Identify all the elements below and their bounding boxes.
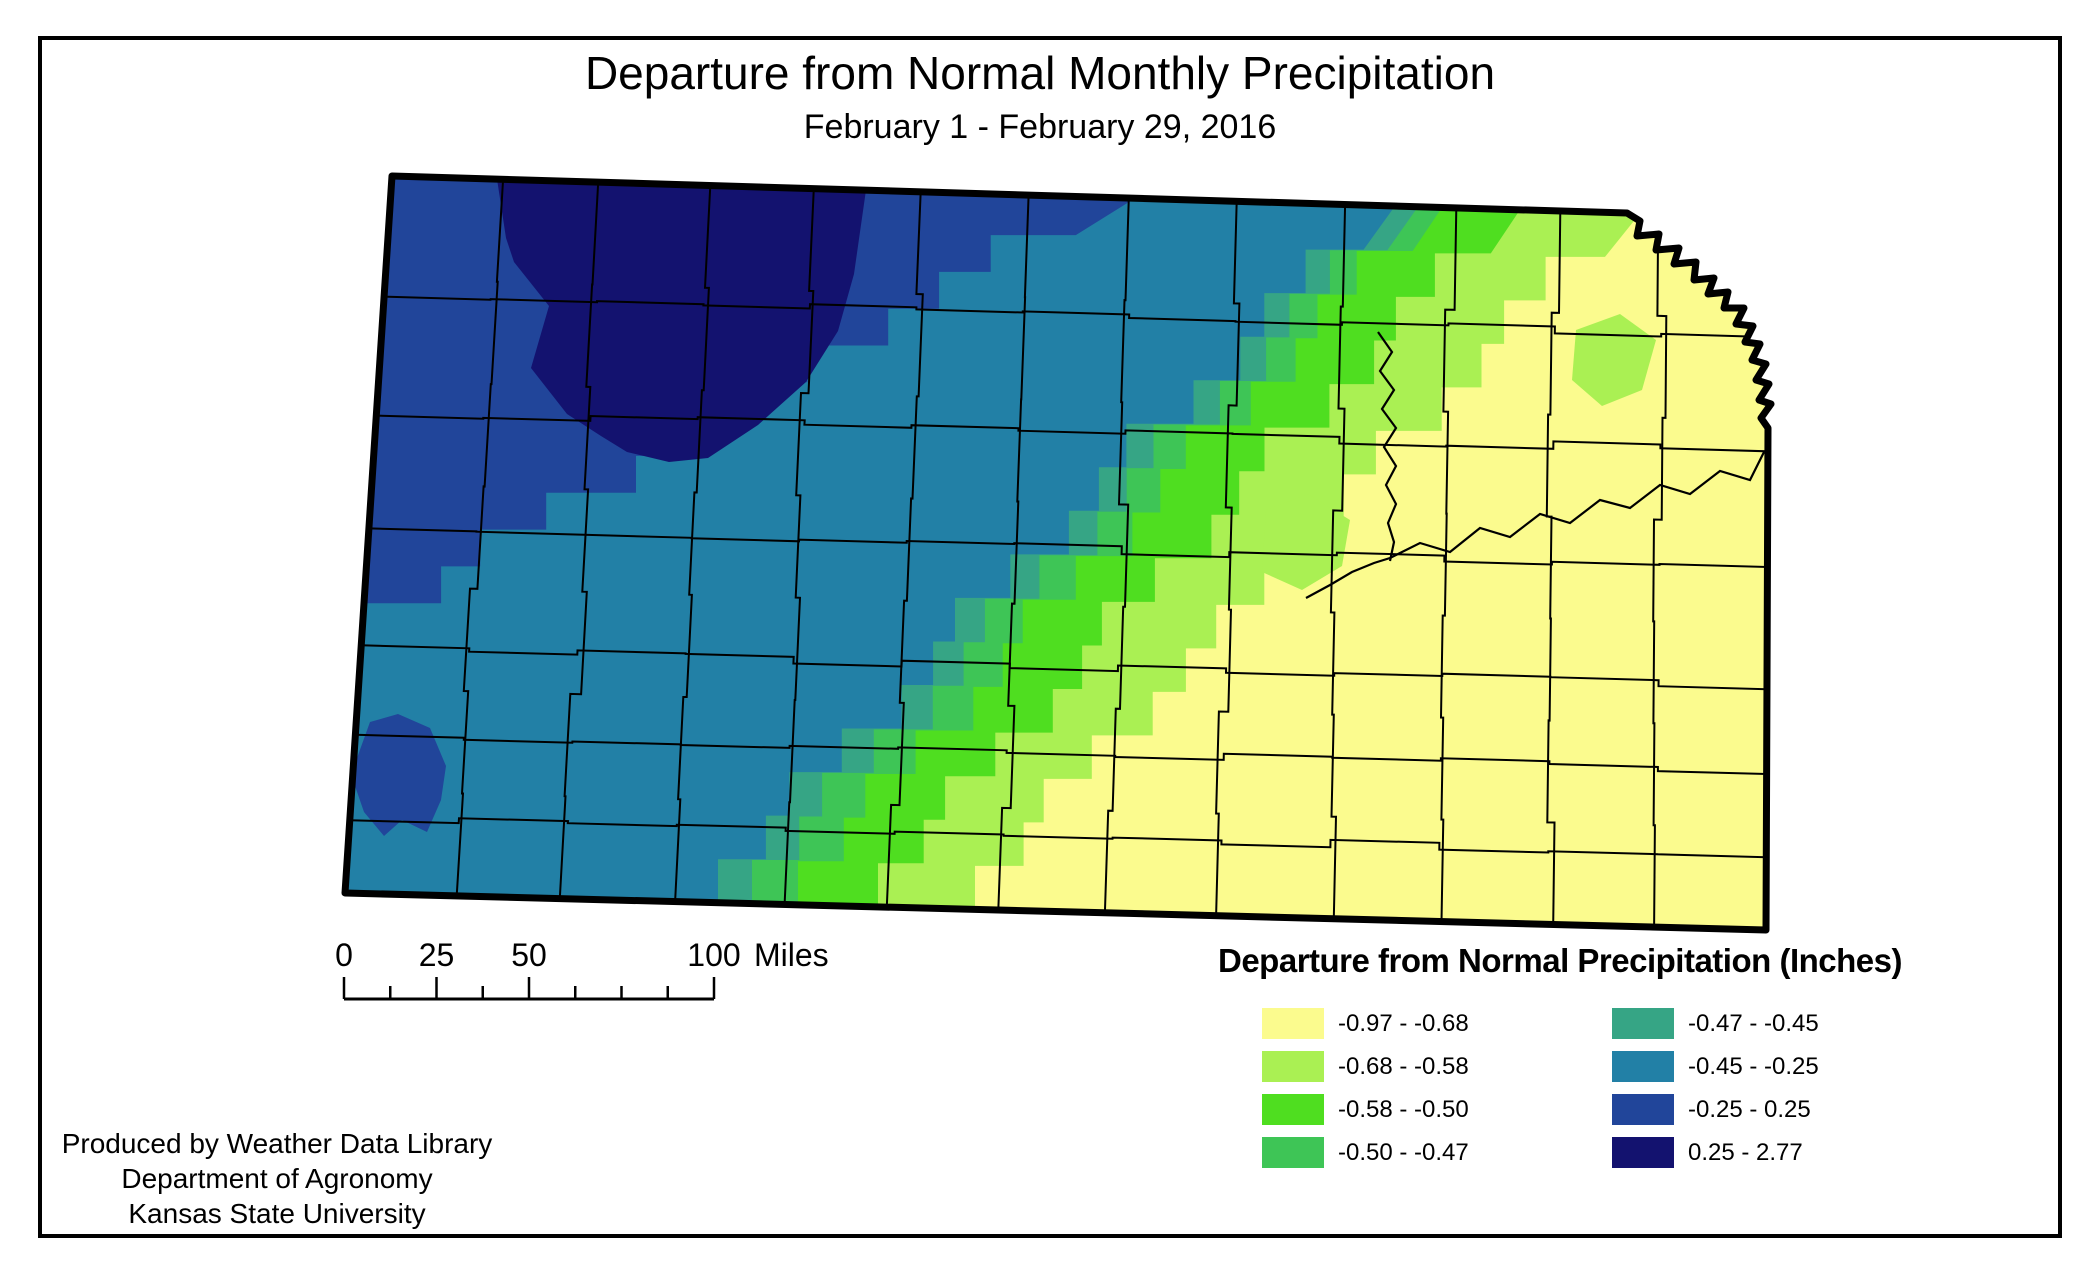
band-island--0.68--0.58 — [1262, 494, 1350, 590]
page-title: Departure from Normal Monthly Precipitat… — [584, 47, 1496, 99]
legend-column-left: -0.97 - -0.68 -0.68 - -0.58 -0.58 - -0.50 -… — [1262, 1008, 1469, 1180]
state-border — [341, 172, 1775, 934]
county-line — [384, 295, 1769, 339]
scale-bar-tick-label: 0 — [335, 937, 353, 973]
scale-bar-tick-label: 25 — [419, 937, 455, 973]
legend-classes: -0.97 - -0.68 -0.68 - -0.58 -0.58 - -0.50 -… — [1190, 1008, 1930, 1208]
credits-line: Produced by Weather Data Library — [61, 1128, 493, 1159]
county-line — [455, 179, 505, 897]
credits-block: Produced by Weather Data Library Departm… — [57, 1126, 497, 1231]
legend-class-label: -0.97 - -0.68 — [1338, 1009, 1469, 1037]
title-block: Departure from Normal Monthly Precipitat… — [0, 46, 2080, 148]
county-line — [1103, 198, 1130, 914]
legend-column-right: -0.47 - -0.45 -0.45 - -0.25 -0.25 - 0.25 0.… — [1612, 1008, 1819, 1180]
county-line — [1215, 201, 1241, 917]
county-line — [557, 182, 600, 900]
county-line — [376, 414, 1769, 453]
legend-item: 0.25 - 2.77 — [1612, 1137, 1819, 1168]
river-line-north — [1377, 331, 1398, 562]
legend-title: Departure from Normal Precipitation (Inc… — [1218, 942, 1902, 979]
scale-bar-unit-label: Miles — [754, 937, 829, 973]
county-line — [1326, 204, 1347, 920]
page-subtitle: February 1 - February 29, 2016 — [803, 108, 1277, 146]
legend-class-label: -0.50 - -0.47 — [1338, 1138, 1469, 1166]
county-line — [355, 733, 1768, 776]
legend-item: -0.58 - -0.50 — [1262, 1094, 1469, 1125]
county-line — [885, 191, 924, 909]
county-line — [368, 527, 1768, 569]
band-pocket--0.25-0.25 — [355, 714, 446, 836]
legend-swatch — [1612, 1094, 1674, 1125]
legend-item: -0.97 - -0.68 — [1262, 1008, 1469, 1039]
legend-class-label: -0.68 - -0.58 — [1338, 1052, 1469, 1080]
county-line — [1652, 213, 1668, 929]
county-line — [667, 185, 712, 903]
map-legend: Departure from Normal Precipitation (Inc… — [1190, 942, 1930, 1168]
credits-line: Department of Agronomy — [121, 1163, 433, 1194]
county-line — [1545, 210, 1562, 926]
page-border — [38, 36, 2062, 1238]
legend-swatch — [1612, 1008, 1674, 1039]
scale-bar-tick-label: 50 — [511, 937, 547, 973]
county-line — [361, 644, 1768, 691]
legend-class-label: -0.25 - 0.25 — [1688, 1095, 1811, 1123]
legend-swatch — [1612, 1051, 1674, 1082]
legend-class-label: -0.45 - -0.25 — [1688, 1052, 1819, 1080]
county-line — [349, 817, 1768, 859]
legend-item: -0.50 - -0.47 — [1262, 1137, 1469, 1168]
legend-swatch — [1262, 1051, 1324, 1082]
legend-item: -0.25 - 0.25 — [1612, 1094, 1819, 1125]
county-boundaries — [349, 179, 1769, 929]
legend-item: -0.45 - -0.25 — [1612, 1051, 1819, 1082]
legend-swatch — [1262, 1008, 1324, 1039]
county-line — [1438, 207, 1458, 923]
county-line — [997, 195, 1030, 911]
map-fill-layers — [345, 176, 1771, 930]
scale-bar: 0 25 50 100 Miles — [335, 937, 829, 1001]
scale-bar-tick-label: 100 — [687, 937, 740, 973]
river-line-east — [1305, 451, 1765, 599]
legend-item: -0.68 - -0.58 — [1262, 1051, 1469, 1082]
legend-class-label: -0.58 - -0.50 — [1338, 1095, 1469, 1123]
legend-swatch — [1262, 1137, 1324, 1168]
county-line — [779, 188, 815, 906]
legend-class-label: -0.47 - -0.45 — [1688, 1009, 1819, 1037]
legend-class-label: 0.25 - 2.77 — [1688, 1138, 1803, 1166]
legend-item: -0.47 - -0.45 — [1612, 1008, 1819, 1039]
legend-swatch — [1612, 1137, 1674, 1168]
band-island--0.68--0.58 — [1572, 314, 1656, 406]
legend-swatch — [1262, 1094, 1324, 1125]
credits-line: Kansas State University — [128, 1198, 426, 1229]
